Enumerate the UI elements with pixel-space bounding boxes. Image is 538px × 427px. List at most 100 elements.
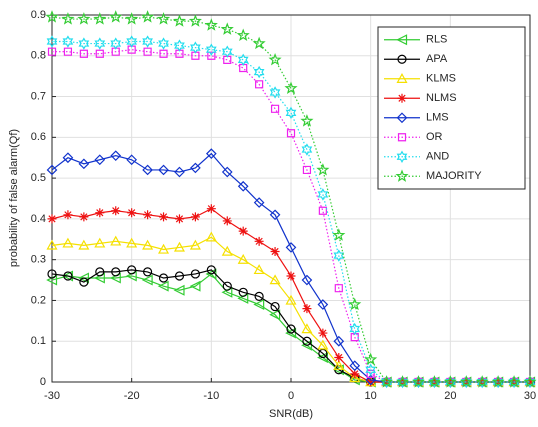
data-point bbox=[47, 214, 57, 224]
legend: RLS APA KLMS NLMS LMS OR AND MAJORITY bbox=[377, 26, 526, 190]
y-tick-label: 0.7 bbox=[31, 90, 46, 102]
legend-marker bbox=[396, 112, 408, 124]
data-point bbox=[365, 374, 377, 386]
data-point bbox=[141, 10, 155, 23]
data-point bbox=[507, 375, 521, 388]
data-point bbox=[316, 163, 330, 176]
data-point bbox=[254, 236, 264, 246]
data-point bbox=[270, 247, 280, 257]
data-point bbox=[318, 328, 328, 338]
data-point bbox=[158, 164, 169, 176]
y-tick-label: 0.9 bbox=[31, 9, 46, 21]
data-point bbox=[237, 53, 249, 67]
data-point bbox=[205, 231, 217, 242]
data-point bbox=[300, 114, 314, 127]
data-point bbox=[285, 242, 297, 253]
legend-label: NLMS bbox=[426, 92, 457, 104]
data-point bbox=[268, 52, 282, 66]
data-point bbox=[62, 152, 74, 164]
data-point bbox=[253, 264, 265, 275]
data-point bbox=[253, 299, 265, 310]
data-point bbox=[269, 209, 281, 221]
data-point bbox=[79, 49, 88, 58]
data-point bbox=[45, 10, 59, 23]
data-point bbox=[333, 335, 345, 347]
y-tick-label: 0.4 bbox=[31, 213, 46, 225]
y-tick-label: 0.8 bbox=[31, 50, 46, 62]
data-point bbox=[253, 197, 265, 208]
data-point bbox=[127, 265, 137, 275]
data-point bbox=[143, 47, 152, 56]
data-point bbox=[269, 86, 281, 99]
data-point bbox=[126, 35, 138, 48]
data-point bbox=[364, 352, 378, 366]
data-point bbox=[191, 51, 200, 60]
data-point bbox=[156, 12, 171, 25]
data-point bbox=[413, 375, 424, 389]
data-point bbox=[269, 274, 281, 285]
data-point bbox=[126, 237, 138, 248]
plot-frame bbox=[51, 14, 531, 383]
data-point bbox=[350, 369, 360, 379]
data-point bbox=[206, 204, 216, 214]
data-point bbox=[349, 372, 361, 383]
data-point bbox=[475, 375, 489, 388]
data-point bbox=[270, 104, 280, 113]
legend-label: RLS bbox=[426, 34, 447, 46]
data-point bbox=[221, 245, 233, 256]
data-point bbox=[110, 37, 122, 50]
data-point bbox=[95, 208, 105, 218]
data-point bbox=[95, 267, 105, 277]
data-point bbox=[523, 375, 537, 388]
data-point bbox=[172, 14, 187, 27]
x-tick-label: -30 bbox=[44, 390, 60, 402]
legend-label: APA bbox=[426, 53, 448, 65]
data-point bbox=[254, 291, 264, 301]
data-point bbox=[444, 375, 456, 389]
data-point bbox=[508, 375, 520, 389]
data-point bbox=[255, 80, 264, 89]
data-point bbox=[334, 284, 343, 293]
data-point bbox=[63, 271, 73, 281]
data-point bbox=[460, 375, 472, 389]
data-point bbox=[175, 49, 184, 58]
data-point bbox=[46, 239, 58, 250]
legend-marker bbox=[397, 93, 407, 103]
data-point bbox=[365, 363, 377, 376]
x-tick-label: -20 bbox=[124, 390, 140, 402]
data-point bbox=[238, 226, 248, 236]
data-point bbox=[286, 129, 296, 138]
data-point bbox=[189, 239, 201, 250]
data-point bbox=[252, 36, 266, 50]
data-point bbox=[284, 81, 298, 94]
y-tick-label: 0.6 bbox=[31, 131, 46, 143]
data-point bbox=[79, 212, 89, 222]
y-tick-label: 0.2 bbox=[31, 294, 46, 306]
data-point bbox=[285, 294, 297, 305]
data-point bbox=[127, 45, 136, 54]
data-point bbox=[110, 235, 122, 246]
data-point bbox=[159, 212, 169, 222]
legend-label: MAJORITY bbox=[426, 170, 482, 182]
data-point bbox=[62, 237, 74, 248]
x-tick-label: 30 bbox=[524, 390, 536, 402]
data-point bbox=[285, 106, 297, 120]
data-point bbox=[348, 297, 362, 311]
data-point bbox=[302, 165, 312, 175]
legend-label: KLMS bbox=[426, 73, 456, 85]
data-point bbox=[302, 304, 312, 314]
data-point bbox=[142, 164, 153, 176]
data-point bbox=[110, 150, 122, 162]
data-point bbox=[158, 243, 170, 254]
data-point bbox=[141, 274, 153, 286]
data-point bbox=[223, 55, 232, 64]
data-point bbox=[94, 37, 106, 50]
data-point bbox=[220, 22, 234, 35]
data-point bbox=[333, 249, 345, 262]
data-point bbox=[190, 162, 201, 174]
data-point bbox=[111, 47, 120, 56]
y-axis-label: probability of false alarm(Qf) bbox=[8, 129, 20, 267]
data-point bbox=[317, 339, 329, 350]
data-point bbox=[142, 239, 154, 250]
